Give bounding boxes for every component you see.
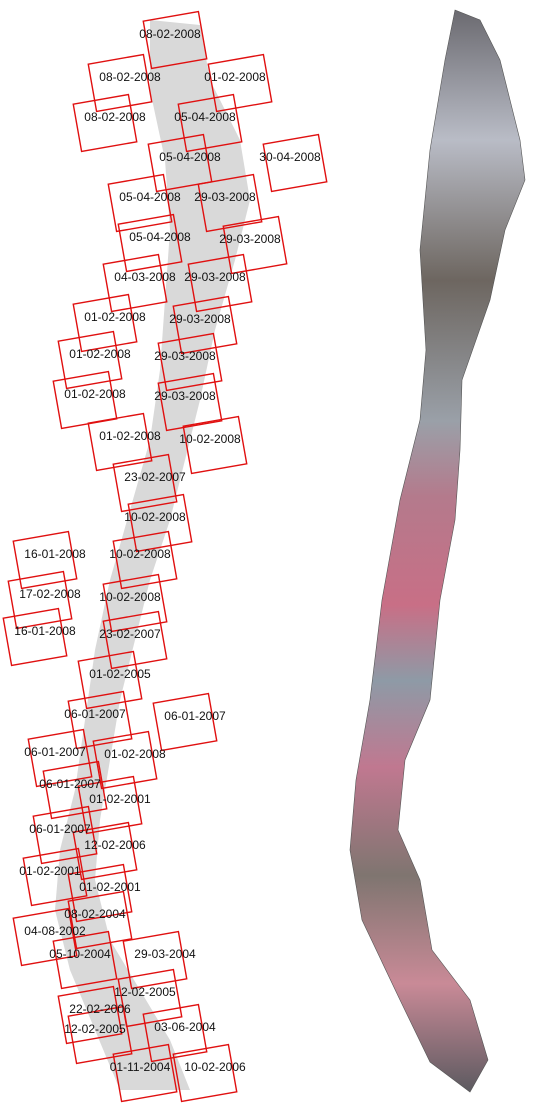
scene-date: 04-03-2008 <box>114 270 176 284</box>
scene-date: 12-02-2006 <box>84 838 146 852</box>
scene-date: 12-02-2005 <box>64 1022 126 1036</box>
scene-date: 06-01-2007 <box>29 822 91 836</box>
scene-date: 29-03-2008 <box>194 190 256 204</box>
scene-date: 05-04-2008 <box>119 190 181 204</box>
scene-date: 04-08-2002 <box>24 924 86 938</box>
scene-date: 06-01-2007 <box>164 709 226 723</box>
scene-date: 01-02-2008 <box>84 310 146 324</box>
scene-date: 08-02-2008 <box>99 70 161 84</box>
scene-date: 10-02-2008 <box>109 547 171 561</box>
scene-date: 10-02-2008 <box>179 432 241 446</box>
scene-date: 17-02-2008 <box>19 587 81 601</box>
scene-date: 22-02-2006 <box>69 1002 131 1016</box>
scene-date: 29-03-2008 <box>184 270 246 284</box>
scene-date: 30-04-2008 <box>259 150 321 164</box>
scene-date: 06-01-2007 <box>24 745 86 759</box>
scene-date: 01-02-2001 <box>79 880 141 894</box>
figure: 08-02-2008 08-02-2008 01-02-2008 08-02-2008… <box>0 0 538 1105</box>
scene-date: 01-02-2001 <box>89 792 151 806</box>
scene-date: 29-03-2008 <box>169 312 231 326</box>
scene-date: 16-01-2008 <box>24 547 86 561</box>
scene-date: 01-02-2001 <box>19 864 81 878</box>
scene-date: 03-06-2004 <box>154 1020 216 1034</box>
scene-date: 01-02-2008 <box>69 347 131 361</box>
scene-date: 01-02-2008 <box>99 429 161 443</box>
scene-date: 10-02-2008 <box>99 590 161 604</box>
scene-date: 05-04-2008 <box>174 110 236 124</box>
scene-date: 08-02-2008 <box>139 27 201 41</box>
scene-date: 16-01-2008 <box>14 624 76 638</box>
scene-date: 05-04-2008 <box>129 230 191 244</box>
scene-date: 01-02-2005 <box>89 667 151 681</box>
scene-date: 08-02-2004 <box>64 907 126 921</box>
scene-date: 05-04-2008 <box>159 150 221 164</box>
satellite-mosaic <box>350 10 525 1092</box>
scene-date: 23-02-2007 <box>99 627 161 641</box>
scene-date: 12-02-2005 <box>114 985 176 999</box>
scene-date: 23-02-2007 <box>124 470 186 484</box>
scene-date: 05-10-2004 <box>49 947 111 961</box>
scene-date: 01-02-2008 <box>204 70 266 84</box>
scene-date: 06-01-2007 <box>39 777 101 791</box>
scene-date: 01-02-2008 <box>104 747 166 761</box>
scene-date: 29-03-2004 <box>134 947 196 961</box>
scene-date: 10-02-2006 <box>184 1060 246 1074</box>
scene-date: 10-02-2008 <box>124 510 186 524</box>
scene-date: 29-03-2008 <box>219 232 281 246</box>
scene-date: 01-02-2008 <box>64 387 126 401</box>
scene-date: 08-02-2008 <box>84 110 146 124</box>
scene-date: 29-03-2008 <box>154 389 216 403</box>
scene-date: 01-11-2004 <box>110 1060 171 1074</box>
scene-date: 29-03-2008 <box>154 349 216 363</box>
scene-date: 06-01-2007 <box>64 707 126 721</box>
